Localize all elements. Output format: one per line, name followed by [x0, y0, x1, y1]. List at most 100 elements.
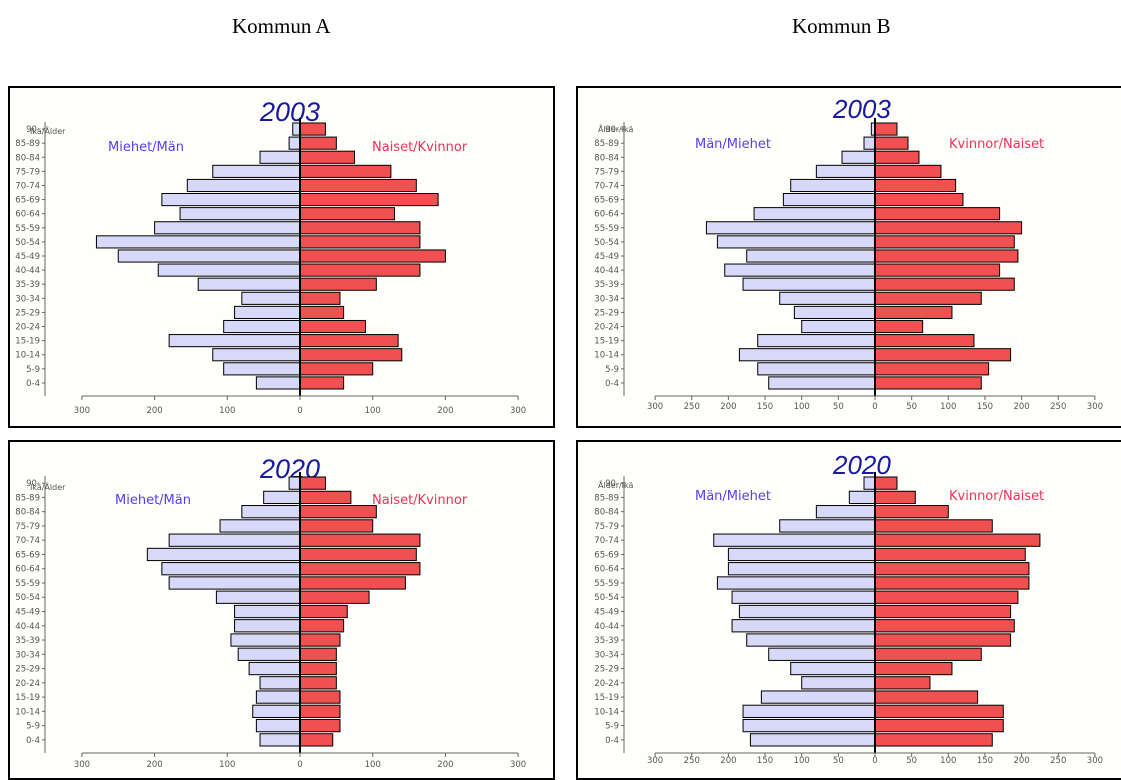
x-tick-label: 250 — [1050, 402, 1066, 412]
age-label: 20-24 — [15, 679, 40, 689]
bar-women — [874, 661, 953, 676]
x-tick-label: 250 — [684, 402, 700, 412]
bar-women — [874, 704, 1004, 718]
bar-men — [749, 733, 876, 747]
bar-men — [793, 305, 876, 319]
x-tick-label: 300 — [74, 406, 90, 416]
age-label: 60-64 — [594, 210, 619, 220]
bar-women — [299, 619, 345, 633]
bar-women — [299, 277, 377, 291]
x-tick-label: 300 — [74, 760, 90, 770]
age-label: 75-79 — [15, 522, 40, 532]
age-label: 85-89 — [15, 493, 40, 503]
age-label: 30-34 — [15, 650, 40, 660]
age-label: 40-44 — [594, 622, 619, 632]
age-label: 30-34 — [594, 294, 619, 304]
bar-men — [168, 334, 301, 348]
series-label-women: Kvinnor/Naiset — [949, 489, 1044, 504]
x-tick-label: 200 — [1013, 402, 1029, 412]
age-label: 45-49 — [594, 608, 619, 618]
age-label: 85-89 — [594, 493, 619, 503]
bar-women — [299, 547, 417, 562]
bar-men — [223, 362, 301, 376]
bar-men — [863, 136, 876, 150]
chart-panel-kommun-a-2003: 2003 Ikä/Ålder Miehet/Män Naiset/Kvinnor 0-4… — [8, 86, 555, 428]
x-tick-label: 200 — [146, 406, 162, 416]
x-tick-label: 50 — [906, 402, 917, 412]
series-label-women: Naiset/Kvinnor — [372, 140, 468, 155]
bar-men — [746, 249, 876, 263]
bar-men — [241, 291, 301, 305]
x-tick-label: 150 — [757, 402, 773, 412]
bar-men — [168, 576, 301, 590]
bar-women — [299, 376, 345, 390]
bar-men — [738, 348, 876, 362]
bar-women — [299, 178, 417, 193]
age-label: 50-54 — [594, 593, 619, 603]
age-label: 15-19 — [594, 337, 619, 347]
age-label: 90- — [605, 125, 619, 135]
bar-men — [215, 590, 301, 604]
bar-men — [738, 604, 876, 619]
bar-women — [299, 562, 421, 576]
age-label: 80-84 — [15, 508, 40, 518]
age-label: 60-64 — [594, 565, 619, 575]
bar-men — [259, 676, 301, 690]
bar-women — [299, 249, 446, 263]
bar-men — [259, 150, 301, 164]
bar-men — [768, 376, 876, 390]
age-label: 50-54 — [594, 238, 619, 248]
age-label: 0-4 — [26, 379, 40, 389]
age-label: 70-74 — [15, 181, 40, 191]
bar-men — [157, 263, 301, 277]
kommun-b-heading: Kommun B — [792, 14, 891, 38]
bar-men — [255, 718, 301, 733]
age-label: 80-84 — [594, 153, 619, 163]
age-label: 5-9 — [26, 722, 40, 732]
x-tick-label: 200 — [720, 402, 736, 412]
bar-women — [874, 718, 1004, 733]
pyramid-chart: 2003 Ålder/Ikä Män/Miehet Kvinnor/Naiset 0-4… — [594, 94, 1103, 412]
bar-men — [746, 633, 876, 647]
bar-women — [874, 319, 924, 334]
bar-women — [874, 633, 1012, 647]
age-label: 40-44 — [15, 266, 40, 276]
age-label: 55-59 — [594, 224, 619, 234]
series-label-men: Miehet/Män — [115, 493, 191, 508]
age-label: 70-74 — [594, 536, 619, 546]
bar-women — [299, 164, 392, 178]
bar-women — [299, 193, 439, 207]
chart-title: 2003 — [832, 94, 891, 124]
x-tick-label: 100 — [940, 756, 956, 766]
bar-men — [263, 490, 301, 505]
age-label: 10-14 — [594, 351, 619, 361]
bar-women — [874, 277, 1015, 291]
bar-men — [117, 249, 301, 263]
age-label: 40-44 — [594, 266, 619, 276]
bar-women — [299, 334, 399, 348]
x-tick-label: 300 — [510, 760, 526, 770]
age-label: 0-4 — [605, 379, 619, 389]
x-tick-label: 200 — [146, 760, 162, 770]
bar-women — [299, 136, 337, 150]
age-label: 30-34 — [594, 650, 619, 660]
bar-men — [742, 277, 876, 291]
bar-men — [768, 647, 876, 661]
age-label: 10-14 — [594, 707, 619, 717]
age-label: 90- — [26, 479, 40, 489]
bar-women — [874, 676, 931, 690]
bar-men — [757, 362, 876, 376]
bar-women — [874, 490, 916, 505]
age-label: 80-84 — [15, 153, 40, 163]
bar-men — [716, 235, 876, 249]
x-tick-label: 100 — [365, 406, 381, 416]
x-tick-label: 200 — [437, 760, 453, 770]
bar-women — [299, 590, 370, 604]
bar-women — [299, 122, 326, 136]
bar-women — [874, 519, 993, 533]
age-label: 5-9 — [26, 365, 40, 375]
bar-women — [299, 221, 421, 235]
x-tick-label: 300 — [510, 406, 526, 416]
bar-women — [874, 476, 898, 490]
